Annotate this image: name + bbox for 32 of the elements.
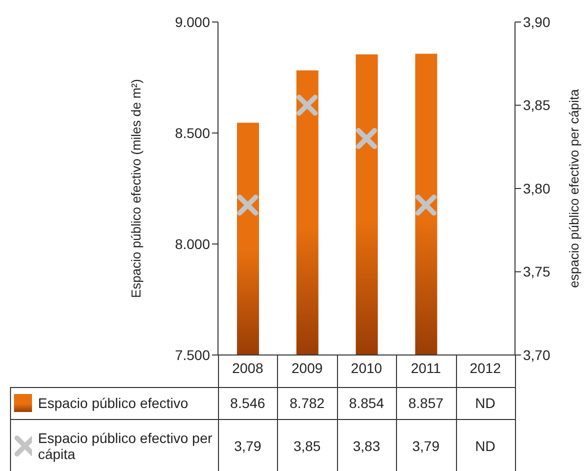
x-tick-label: 2009 [292, 360, 323, 376]
data-label: 8.782 [288, 394, 326, 413]
text: ND [475, 438, 496, 454]
x-tick-label: 2008 [232, 360, 264, 376]
y-tick-label: 8.500 [174, 124, 210, 141]
data-label: 8.857 [407, 394, 444, 413]
x-tick-label: 2012 [470, 360, 502, 376]
y2-tick-label: 3,80 [523, 180, 550, 196]
y-tick-label: 8.000 [174, 236, 210, 252]
x-tick-label: 2011 [410, 360, 442, 376]
y2-tick-label: 3,70 [523, 346, 550, 363]
data-label: 8.854 [348, 394, 386, 413]
data-label: 8.546 [229, 394, 266, 413]
legend-label: Espacio público efectivo per cápita [38, 430, 214, 462]
y-axis-title: Espacio público efectivo (miles de m²) [128, 79, 144, 298]
y2-axis-title: espacio público efectivo per cápita [566, 88, 582, 288]
y2-tick-label: 3,75 [523, 264, 550, 280]
text: ND [475, 395, 496, 411]
y2-tick-label: 3,85 [523, 97, 550, 114]
point [237, 194, 258, 216]
data-label: 3,83 [352, 436, 382, 456]
data-label: 3,79 [411, 436, 440, 456]
point [356, 128, 377, 150]
legend-label: Espacio público efectivo [38, 395, 188, 411]
point [296, 94, 318, 116]
data-label: 3,79 [233, 436, 262, 456]
y2-tick-label: 3,90 [523, 14, 550, 30]
y-tick-label: 7.500 [174, 346, 210, 363]
y-tick-label: 9.000 [174, 14, 210, 30]
x-tick-label: 2010 [350, 360, 382, 376]
point [415, 194, 436, 216]
data-label: 3,85 [292, 436, 322, 456]
